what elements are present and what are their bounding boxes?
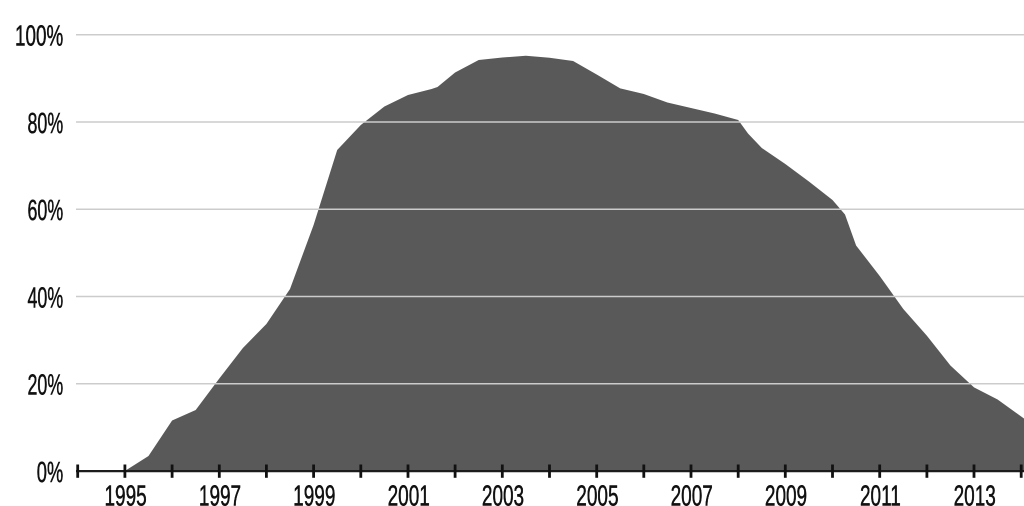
- svg-text:2011: 2011: [860, 481, 901, 506]
- svg-text:2009: 2009: [765, 481, 807, 506]
- svg-text:20%: 20%: [28, 369, 64, 402]
- svg-text:80%: 80%: [28, 108, 64, 141]
- svg-text:2007: 2007: [671, 481, 713, 506]
- svg-text:40%: 40%: [28, 282, 64, 315]
- svg-text:2001: 2001: [388, 481, 430, 506]
- svg-text:2013: 2013: [954, 481, 996, 506]
- svg-text:2003: 2003: [482, 481, 524, 506]
- svg-text:2005: 2005: [576, 481, 618, 506]
- svg-text:1995: 1995: [104, 481, 146, 506]
- svg-text:1997: 1997: [199, 481, 241, 506]
- svg-text:60%: 60%: [28, 195, 64, 228]
- svg-text:0%: 0%: [37, 457, 63, 489]
- svg-text:1999: 1999: [293, 481, 335, 506]
- svg-text:100%: 100%: [15, 21, 63, 53]
